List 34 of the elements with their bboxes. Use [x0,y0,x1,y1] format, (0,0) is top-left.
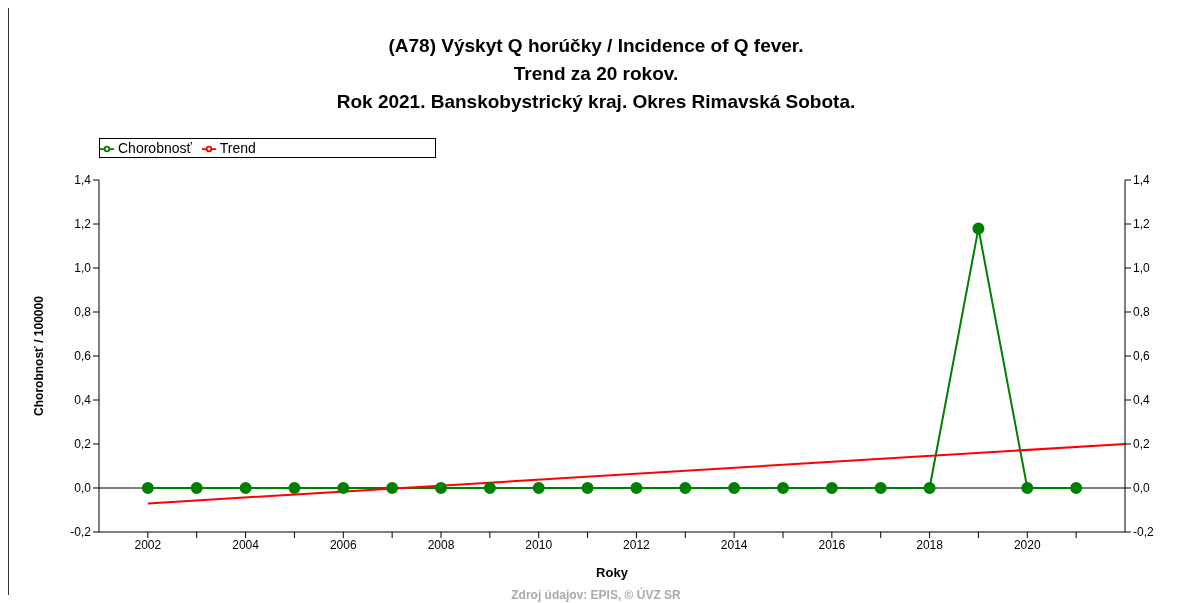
y-tick-label: 0,2 [74,437,92,452]
y2-tick-label: -0,2 [1133,525,1154,540]
legend-label: Trend [219,140,256,156]
y-tick-label: 1,4 [74,173,92,188]
y2-tick-label: 0,2 [1133,437,1151,452]
x-axis-title: Roky [596,565,629,580]
y-tick-label: 1,0 [74,261,92,276]
x-tick-label: 2016 [818,537,846,552]
x-tick-label: 2002 [134,537,162,552]
y-tick-label: 0,8 [74,305,92,320]
y-tick-label: 0,6 [74,349,92,364]
x-tick-label: 2020 [1013,537,1041,552]
x-tick-label: 2012 [623,537,651,552]
x-tick-label: 2018 [916,537,944,552]
y2-tick-label: 1,0 [1133,261,1151,276]
x-tick-label: 2008 [427,537,455,552]
x-tick-label: 2010 [525,537,553,552]
y-tick-label: -0,2 [70,525,92,540]
text: Zdroj údajov: EPIS, © ÚVZ SR [510,588,682,602]
y-axis-title: Chorobnosť / 100000 [32,295,47,416]
y2-tick-label: 0,4 [1133,393,1151,408]
y2-tick-label: 1,2 [1133,217,1151,232]
x-tick-label: 2014 [720,537,748,552]
y2-tick-label: 0,6 [1133,349,1151,364]
legend-label: Chorobnosť [118,140,192,156]
x-tick-label: 2004 [232,537,260,552]
y2-tick-label: 0,0 [1133,481,1151,496]
y-tick-label: 0,0 [74,481,92,496]
y2-tick-label: 1,4 [1133,173,1151,188]
x-tick-label: 2006 [329,537,357,552]
y2-tick-label: 0,8 [1133,305,1151,320]
y-tick-label: 0,4 [74,393,92,408]
y-tick-label: 1,2 [74,217,92,232]
chart-title: (A78) Výskyt Q horúčky / Incidence of Q fever. Trend za 20 rokov. Rok 2021. Banskobystrický kraj. Okres Rimavská Sobota. [335,34,857,114]
